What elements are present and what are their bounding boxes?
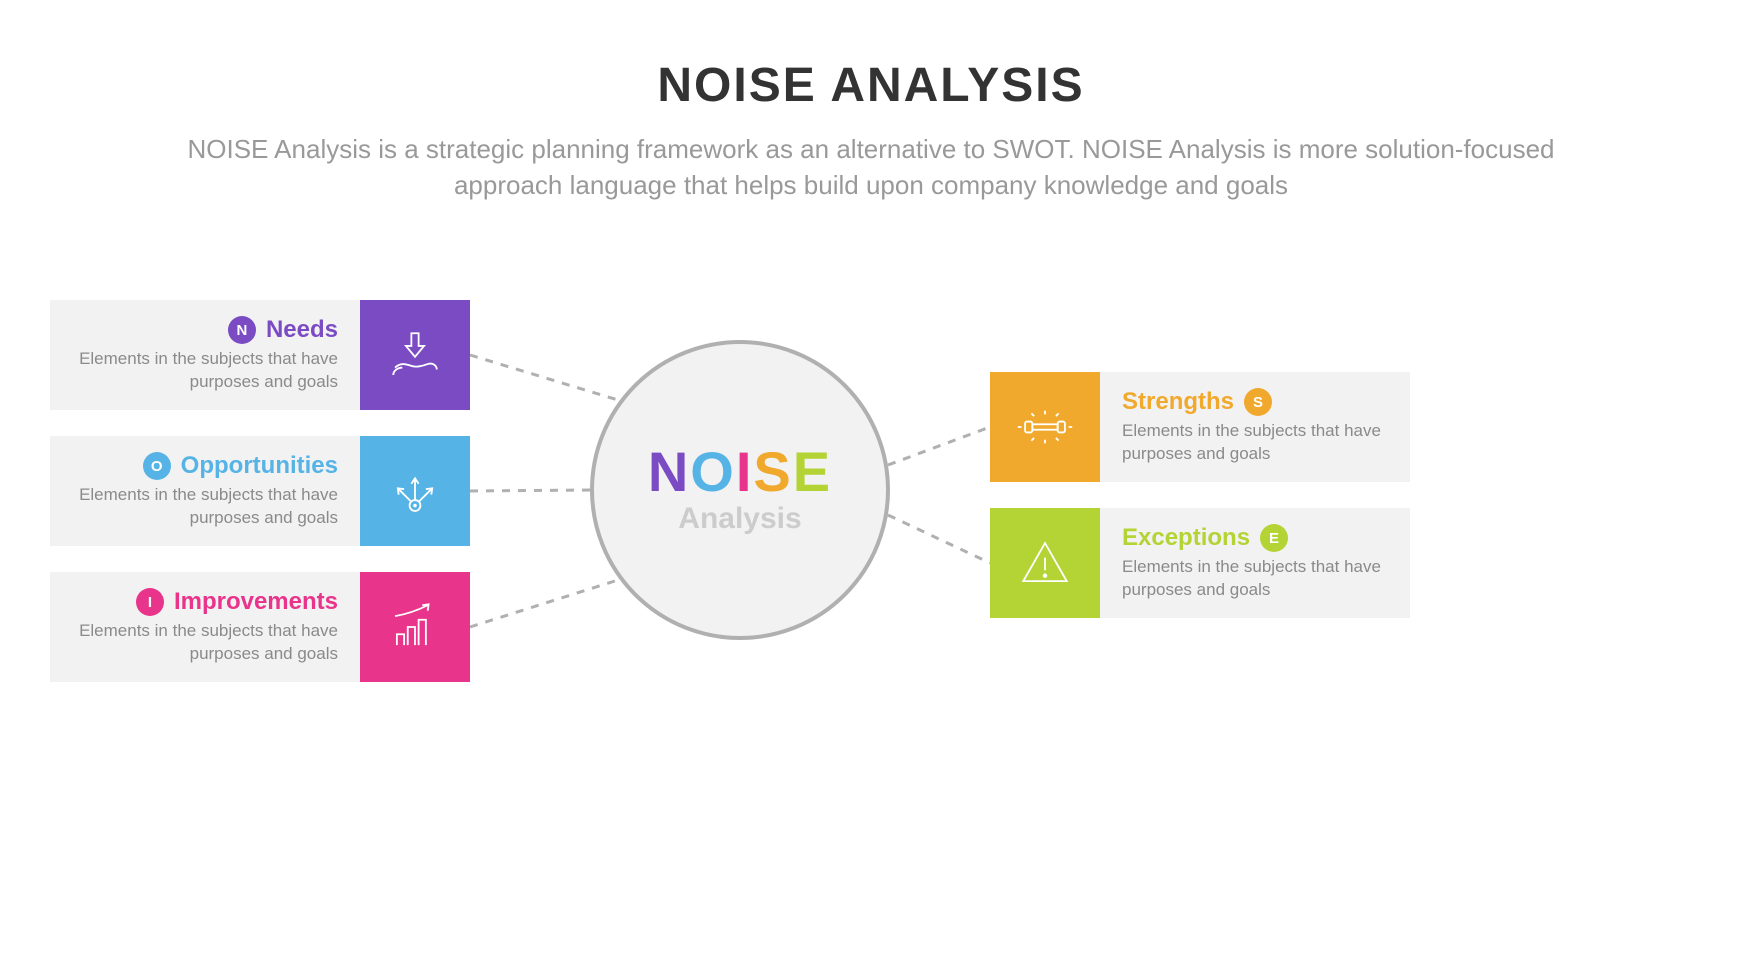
- card-description: Elements in the subjects that have purpo…: [78, 484, 338, 530]
- left-card-improvements: I Improvements Elements in the subjects th…: [50, 572, 470, 682]
- right-card-exceptions: Exceptions E Elements in the subjects that…: [990, 508, 1410, 618]
- card-description: Elements in the subjects that have purpo…: [78, 620, 338, 666]
- right-card-strengths: Strengths S Elements in the subjects that …: [990, 372, 1410, 482]
- center-letter-s: S: [753, 444, 792, 500]
- center-subtitle: Analysis: [678, 502, 801, 536]
- badge-e: E: [1260, 524, 1288, 552]
- badge-n: N: [228, 316, 256, 344]
- center-letter-e: E: [793, 444, 832, 500]
- warning-triangle-icon: [990, 508, 1100, 618]
- center-letter-o: O: [690, 444, 736, 500]
- badge-i: I: [136, 588, 164, 616]
- card-description: Elements in the subjects that have purpo…: [78, 348, 338, 394]
- center-acronym: NOISE: [648, 444, 832, 500]
- center-circle: NOISE Analysis: [590, 340, 890, 640]
- card-description: Elements in the subjects that have purpo…: [1122, 556, 1382, 602]
- dumbbell-icon: [990, 372, 1100, 482]
- hand-receive-icon: [360, 300, 470, 410]
- noise-diagram: NOISE Analysis NNeedsElements in the sub…: [0, 0, 1742, 980]
- card-label: Improvements: [174, 588, 338, 616]
- card-label: Needs: [266, 316, 338, 344]
- badge-o: O: [143, 452, 171, 480]
- center-letter-n: N: [648, 444, 690, 500]
- left-card-opportunities: O Opportunities Elements in the subjects t…: [50, 436, 470, 546]
- card-description: Elements in the subjects that have purpo…: [1122, 420, 1382, 466]
- center-letter-i: I: [736, 444, 754, 500]
- left-card-needs: N Needs Elements in the subjects that have…: [50, 300, 470, 410]
- card-label: Strengths: [1122, 388, 1234, 416]
- badge-s: S: [1244, 388, 1272, 416]
- arrows-spread-icon: [360, 436, 470, 546]
- card-label: Opportunities: [181, 452, 338, 480]
- card-label: Exceptions: [1122, 524, 1250, 552]
- chart-growth-icon: [360, 572, 470, 682]
